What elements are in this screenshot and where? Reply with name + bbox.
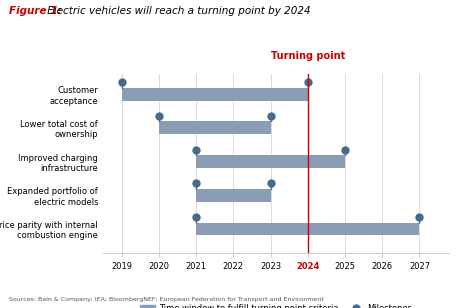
Text: Sources: Bain & Company; IEA; BloombergNEF; European Federation for Transport an: Sources: Bain & Company; IEA; BloombergN… [9, 297, 324, 302]
Bar [122, 88, 308, 100]
Bar [196, 155, 345, 168]
Bar [159, 121, 271, 134]
Text: Figure 1:: Figure 1: [9, 6, 62, 16]
Text: Electric vehicles will reach a turning point by 2024: Electric vehicles will reach a turning p… [44, 6, 311, 16]
Text: Turning point: Turning point [271, 51, 345, 61]
Legend: Time window to fulfill turning point criteria, Milestones: Time window to fulfill turning point cri… [136, 301, 416, 308]
Bar [196, 223, 419, 235]
Bar [196, 189, 271, 202]
